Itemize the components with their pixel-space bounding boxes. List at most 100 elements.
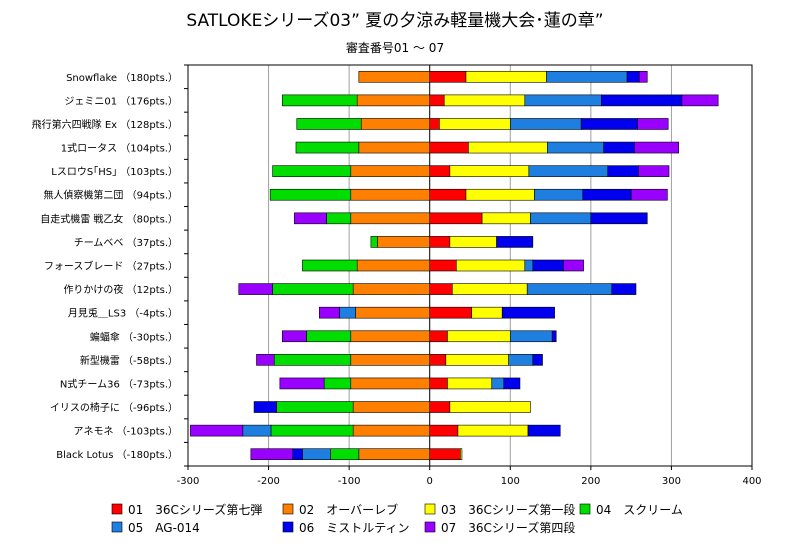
- legend-swatch: [282, 503, 294, 515]
- legend-label: 04 スクリーム: [596, 503, 683, 517]
- bar-segment: [524, 259, 534, 272]
- legend-swatch: [111, 521, 123, 533]
- bar-segment: [471, 306, 503, 319]
- category-label: 蝙蝠傘 （-30pts.）: [90, 330, 178, 343]
- category-label: N式チーム36 （-73pts.）: [60, 377, 178, 390]
- x-tick-label: -100: [338, 476, 361, 487]
- bar-segment: [272, 283, 354, 295]
- bar-segment: [306, 330, 352, 343]
- bar-segment: [352, 401, 431, 413]
- bar-segment: [447, 377, 493, 390]
- bar-segment: [563, 259, 584, 272]
- category-label: 無人偵察機第二団 （94pts.）: [43, 189, 178, 202]
- x-tick-label: 0: [427, 476, 433, 487]
- x-tick-label: 200: [581, 476, 600, 487]
- bar-segment: [429, 259, 457, 272]
- x-tick-label: 400: [742, 476, 761, 487]
- bar-segment: [350, 354, 431, 366]
- legend-label: 01 36Cシリーズ第七弾: [128, 502, 262, 517]
- bar-segment: [524, 94, 602, 107]
- bar-segment: [496, 236, 534, 248]
- bar-segment: [429, 283, 453, 295]
- bar-segment: [330, 448, 360, 461]
- legend-label: 02 オーバーレブ: [299, 502, 398, 517]
- legend: 01 36Cシリーズ第七弾 02 オーバーレブ 03 36Cシリーズ第一段 04 スク…: [111, 502, 683, 535]
- bar-segment: [626, 70, 640, 83]
- bar-segment: [319, 306, 340, 319]
- category-label: 自走式機雷 戦乙女 （80pts.）: [40, 212, 178, 225]
- bar-segment: [429, 306, 472, 319]
- bar-segment: [355, 306, 431, 319]
- bar-segment: [358, 448, 431, 461]
- bar-segment: [532, 354, 543, 366]
- bar-segment: [530, 212, 592, 225]
- bars: [190, 70, 719, 461]
- bar-segment: [350, 377, 431, 390]
- bar-segment: [443, 94, 526, 107]
- bar-segment: [360, 118, 431, 130]
- bar-segment: [269, 188, 352, 201]
- bar-segment: [447, 330, 511, 343]
- bar-segment: [272, 165, 352, 177]
- bar-segment: [429, 118, 440, 130]
- bar-segment: [468, 141, 548, 154]
- bar-segment: [449, 165, 530, 177]
- bar-segment: [501, 306, 555, 319]
- bar-segment: [370, 236, 378, 248]
- category-label: アネモネ （-103pts.）: [73, 426, 178, 438]
- legend-swatch: [111, 503, 123, 515]
- legend-label: 07 36Cシリーズ第四段: [441, 520, 575, 535]
- bar-segment: [429, 330, 448, 343]
- x-tick-label: -300: [177, 476, 200, 487]
- bar-segment: [429, 448, 461, 461]
- legend-label: 06 ミストルティン: [299, 521, 410, 535]
- bar-segment: [323, 377, 352, 390]
- bar-segment: [451, 283, 528, 295]
- category-labels: Snowflake （180pts.） ジェミニ01 （176pts.） 飛行第六四…: [32, 72, 178, 461]
- x-tick-label: -200: [257, 476, 280, 487]
- bar-segment: [429, 165, 451, 177]
- bar-segment: [356, 94, 431, 107]
- bar-segment: [509, 118, 582, 130]
- bar-segment: [532, 259, 564, 272]
- bar-segment: [582, 188, 632, 201]
- bar-segment: [256, 354, 275, 366]
- bar-segment: [429, 236, 451, 248]
- bar-segment: [350, 330, 431, 343]
- bar-segment: [350, 165, 431, 177]
- bar-segment: [429, 141, 469, 154]
- bar-segment: [491, 377, 505, 390]
- bar-segment: [326, 212, 352, 225]
- bar-segment: [439, 118, 511, 130]
- category-label: イリスの椅子に （-96pts.）: [50, 401, 178, 414]
- bar-segment: [352, 283, 431, 295]
- bar-segment: [637, 118, 669, 130]
- category-label: Black Lotus （-180pts.）: [56, 449, 178, 461]
- bar-segment: [273, 354, 352, 366]
- bar-segment: [295, 141, 360, 154]
- bar-segment: [460, 448, 463, 461]
- legend-swatch: [579, 503, 591, 515]
- bar-segment: [250, 448, 294, 461]
- bar-segment: [296, 118, 362, 130]
- legend-label: 03 36Cシリーズ第一段: [441, 502, 575, 517]
- bar-segment: [607, 165, 639, 177]
- category-label: 月見兎＿LS3 （-4pts.）: [68, 308, 178, 320]
- legend-label: 05 AG-014: [128, 521, 200, 535]
- bar-segment: [281, 94, 358, 107]
- bar-segment: [270, 424, 354, 437]
- bar-segment: [481, 212, 531, 225]
- legend-swatch: [424, 521, 436, 533]
- bar-segment: [580, 118, 638, 130]
- bar-segment: [601, 94, 683, 107]
- bar-segment: [294, 212, 327, 225]
- bar-segment: [508, 354, 534, 366]
- bar-segment: [276, 401, 354, 413]
- bar-segment: [302, 448, 331, 461]
- bar-segment: [339, 306, 356, 319]
- bar-segment: [590, 212, 648, 225]
- bar-segment: [281, 330, 307, 343]
- bar-segment: [429, 424, 459, 437]
- category-label: ジェミニ01 （176pts.）: [64, 95, 178, 107]
